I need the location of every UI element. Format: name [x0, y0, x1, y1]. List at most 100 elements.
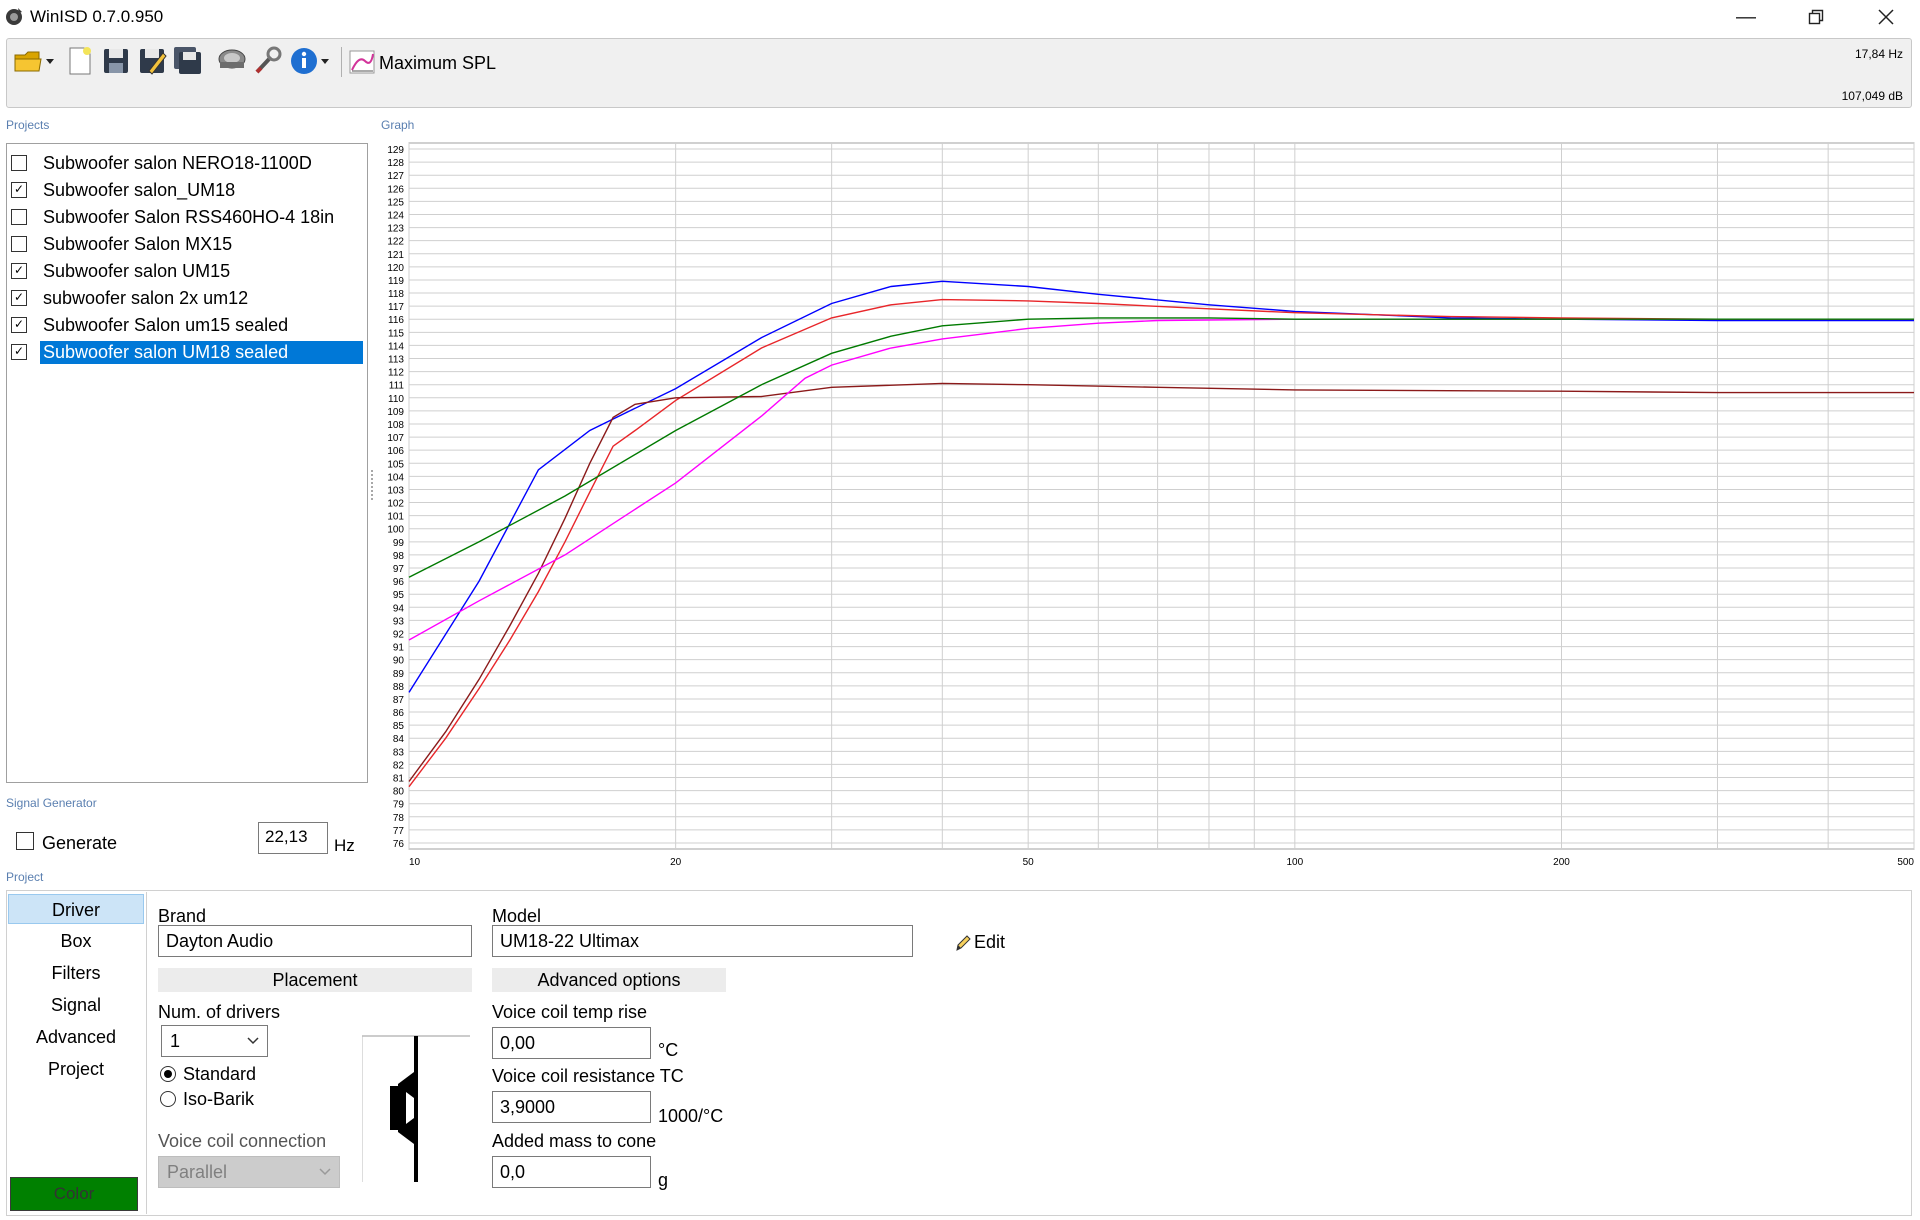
panel-divider — [146, 892, 147, 1214]
project-item[interactable]: Subwoofer Salon MX15 — [11, 231, 363, 257]
model-field[interactable]: UM18-22 Ultimax — [492, 925, 913, 957]
nav-filters[interactable]: Filters — [51, 963, 101, 983]
series-line — [408, 318, 1914, 641]
chevron-down-icon — [319, 1168, 331, 1176]
project-item[interactable]: ✓ Subwoofer salon UM18 sealed — [11, 339, 363, 365]
driver-database-icon[interactable] — [217, 45, 247, 77]
vc-connection-label: Voice coil connection — [158, 1131, 327, 1151]
y-tick-label: 122 — [387, 237, 404, 248]
num-drivers-dropdown[interactable]: 1 — [161, 1025, 268, 1057]
splitter-handle[interactable] — [371, 470, 375, 500]
x-tick-label: 50 — [1023, 857, 1035, 868]
y-tick-label: 96 — [393, 577, 405, 588]
y-tick-label: 110 — [388, 394, 404, 405]
project-checkbox[interactable] — [11, 209, 27, 225]
vc-temp-rise-field[interactable]: 0,00 — [492, 1027, 651, 1059]
graph-type-label[interactable]: Maximum SPL — [379, 53, 497, 73]
close-icon[interactable] — [1856, 0, 1916, 34]
minimize-icon[interactable]: — — [1736, 5, 1756, 28]
project-checkbox[interactable]: ✓ — [11, 290, 27, 306]
y-tick-label: 89 — [393, 669, 405, 680]
project-name: Subwoofer Salon MX15 — [43, 233, 233, 254]
y-tick-label: 97 — [393, 564, 405, 575]
x-tick-label: 100 — [1286, 857, 1303, 868]
isobarik-radio[interactable] — [160, 1091, 176, 1107]
project-checkbox[interactable] — [11, 155, 27, 171]
pencil-icon — [956, 934, 971, 951]
project-item[interactable]: ✓ Subwoofer Salon um15 sealed — [11, 312, 363, 338]
y-tick-label: 111 — [389, 381, 405, 392]
generate-checkbox[interactable] — [16, 832, 34, 850]
project-checkbox[interactable] — [11, 236, 27, 252]
graph-type-icon[interactable] — [347, 45, 377, 77]
project-checkbox[interactable]: ✓ — [11, 344, 27, 360]
nav-signal[interactable]: Signal — [50, 995, 102, 1015]
edit-button[interactable]: Edit — [955, 932, 1005, 953]
spl-graph: 76 77 78 79 80 81 82 83 84 85 86 87 88 89 90 91 92 93 94 95… — [387, 142, 1915, 868]
save-all-icon[interactable] — [173, 45, 203, 77]
y-tick-label: 109 — [387, 407, 404, 418]
y-tick-label: 129 — [387, 145, 404, 156]
restore-icon[interactable] — [1786, 0, 1846, 34]
x-tick-label: 10 — [409, 857, 421, 868]
generator-frequency-input[interactable]: 22,13 — [258, 822, 328, 854]
brand-field[interactable]: Dayton Audio — [158, 925, 472, 957]
chevron-down-icon — [247, 1037, 259, 1045]
series-line — [408, 298, 1914, 788]
nav-advanced[interactable]: Advanced — [35, 1027, 117, 1047]
project-name: Subwoofer salon UM15 — [43, 260, 231, 281]
generator-frequency-unit: Hz — [334, 836, 355, 855]
project-name: Subwoofer salon NERO18-1100D — [43, 152, 312, 173]
project-item[interactable]: ✓ Subwoofer salon_UM18 — [11, 177, 363, 203]
project-item[interactable]: Subwoofer salon NERO18-1100D — [11, 150, 363, 176]
project-name: Subwoofer salon UM18 sealed — [40, 340, 363, 364]
save-icon[interactable] — [101, 45, 131, 77]
nav-box[interactable]: Box — [60, 931, 92, 951]
project-checkbox[interactable]: ✓ — [11, 317, 27, 333]
series-line — [408, 280, 1914, 693]
project-item[interactable]: ✓ subwoofer salon 2x um12 — [11, 285, 363, 311]
y-tick-label: 90 — [393, 656, 405, 667]
y-tick-label: 87 — [393, 695, 405, 706]
color-button[interactable]: Color — [10, 1177, 138, 1211]
y-tick-label: 83 — [393, 747, 405, 758]
save-as-icon[interactable] — [137, 45, 167, 77]
project-checkbox[interactable]: ✓ — [11, 263, 27, 279]
added-mass-field[interactable]: 0,0 — [492, 1156, 651, 1188]
project-checkbox[interactable]: ✓ — [11, 182, 27, 198]
y-tick-label: 123 — [387, 224, 404, 235]
y-tick-label: 102 — [387, 499, 404, 510]
project-item[interactable]: Subwoofer Salon RSS460HO-4 18in — [11, 204, 363, 230]
cursor-level-readout: 107,049 dB — [1841, 89, 1903, 103]
series-line — [408, 382, 1914, 782]
project-item[interactable]: ✓ Subwoofer salon UM15 — [11, 258, 363, 284]
project-panel — [6, 890, 1912, 1216]
toolbar-separator — [341, 47, 342, 77]
project-section-label: Project — [6, 870, 44, 884]
y-tick-label: 80 — [393, 787, 405, 798]
y-tick-label: 120 — [387, 263, 404, 274]
standard-radio[interactable] — [160, 1066, 176, 1082]
project-name: Subwoofer Salon RSS460HO-4 18in — [43, 206, 335, 227]
y-tick-label: 125 — [387, 197, 404, 208]
vc-resistance-tc-label: Voice coil resistance TC — [492, 1066, 684, 1086]
info-icon[interactable] — [289, 45, 333, 77]
y-tick-label: 85 — [393, 721, 405, 732]
nav-project[interactable]: Project — [47, 1059, 105, 1079]
y-tick-label: 114 — [388, 341, 404, 352]
y-tick-label: 100 — [387, 525, 404, 536]
edit-label: Edit — [974, 932, 1006, 952]
vc-resistance-tc-field[interactable]: 3,9000 — [492, 1091, 651, 1123]
y-tick-label: 126 — [387, 184, 404, 195]
window-title: WinISD 0.7.0.950 — [30, 7, 164, 26]
y-tick-label: 117 — [388, 302, 404, 313]
nav-driver[interactable]: Driver — [8, 894, 144, 924]
new-project-icon[interactable] — [65, 45, 95, 77]
placement-header: Placement — [158, 968, 472, 992]
title-bar: WinISD 0.7.0.950 — — [0, 0, 1920, 34]
y-tick-label: 121 — [387, 250, 404, 261]
tools-icon[interactable] — [253, 45, 283, 77]
graph-section-label: Graph — [381, 118, 415, 132]
open-folder-icon[interactable] — [13, 45, 57, 77]
projects-list: Subwoofer salon NERO18-1100D ✓ Subwoofer s… — [6, 143, 368, 783]
